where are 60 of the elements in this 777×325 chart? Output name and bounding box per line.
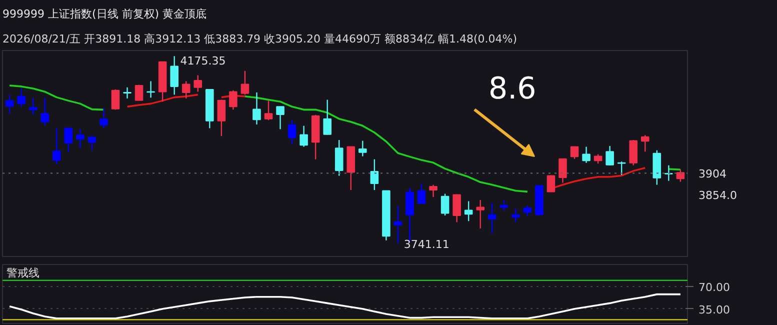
candlestick bbox=[170, 56, 178, 96]
candlestick bbox=[452, 194, 461, 223]
candlestick bbox=[252, 92, 261, 126]
line-series bbox=[8, 293, 682, 320]
chart-title: 999999 上证指数(日线 前复权) 黄金顶底 bbox=[2, 8, 207, 20]
candlestick bbox=[111, 88, 120, 110]
candlestick bbox=[546, 174, 556, 193]
candlestick bbox=[264, 100, 273, 121]
candlestick bbox=[40, 97, 50, 126]
candlestick bbox=[323, 99, 332, 136]
candlestick bbox=[134, 84, 144, 101]
candlestick bbox=[28, 97, 38, 116]
candlestick bbox=[640, 134, 650, 152]
chart-subtitle: 2026/08/21/五 开3891.18 高3912.13 低3883.79 收3905.20 量44690万 额8834亿 幅1.48(0.04%) bbox=[2, 32, 518, 46]
candlestick bbox=[194, 74, 202, 92]
candlestick bbox=[488, 202, 496, 234]
text: 3904 bbox=[698, 168, 726, 181]
candlestick bbox=[100, 108, 108, 129]
candlestick bbox=[146, 80, 155, 98]
candlestick bbox=[523, 204, 532, 217]
candlestick bbox=[182, 80, 190, 100]
chart-title: 警戒线 bbox=[6, 266, 40, 280]
candlestick bbox=[123, 86, 132, 100]
candlestick bbox=[88, 134, 96, 151]
candlestick bbox=[300, 125, 308, 148]
candlestick bbox=[558, 158, 567, 184]
candlestick bbox=[217, 99, 226, 137]
annotation: 3741.11 bbox=[404, 238, 450, 251]
candlestick bbox=[394, 205, 402, 244]
candlestick bbox=[582, 146, 590, 164]
candlestick bbox=[229, 90, 238, 110]
candlestick bbox=[276, 106, 284, 130]
candlestick bbox=[358, 140, 367, 157]
candlestick bbox=[5, 94, 14, 114]
candlestick bbox=[288, 120, 296, 145]
candlestick bbox=[676, 169, 685, 182]
y-tick-label: 35.00 bbox=[698, 303, 730, 316]
candlestick bbox=[464, 200, 473, 222]
candlestick bbox=[476, 199, 484, 230]
candlestick bbox=[429, 184, 438, 198]
candlestick bbox=[594, 154, 602, 164]
candlestick bbox=[64, 128, 73, 153]
candlestick bbox=[417, 182, 426, 204]
candlestick bbox=[500, 199, 508, 211]
candlestick bbox=[17, 88, 26, 108]
candlestick bbox=[629, 139, 638, 166]
y-tick-label: 70.00 bbox=[698, 281, 730, 294]
annotation: 8.6 bbox=[488, 72, 536, 106]
text: 3854.0 bbox=[698, 189, 737, 202]
candlestick bbox=[570, 146, 579, 160]
candlestick bbox=[440, 193, 450, 216]
candlestick bbox=[512, 208, 520, 223]
candlestick bbox=[52, 128, 61, 165]
annotation: 4175.35 bbox=[180, 54, 226, 68]
candlestick bbox=[334, 139, 344, 176]
candlestick bbox=[606, 145, 614, 166]
candlestick bbox=[76, 128, 84, 149]
candlestick bbox=[370, 158, 379, 191]
candlestick bbox=[664, 164, 673, 182]
candlestick bbox=[240, 70, 250, 96]
